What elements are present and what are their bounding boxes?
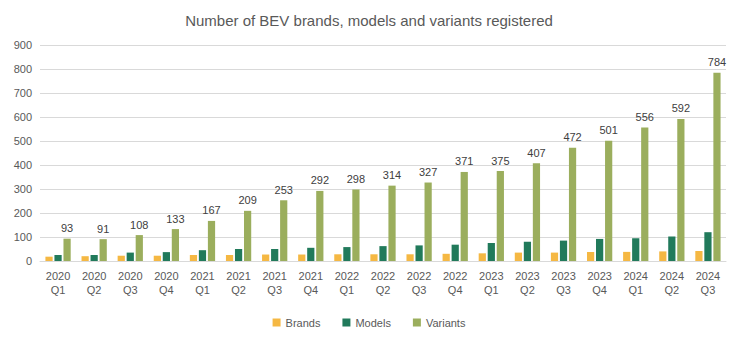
svg-text:Brands: Brands <box>286 317 321 329</box>
svg-text:Q4: Q4 <box>159 284 174 296</box>
svg-text:Q3: Q3 <box>701 284 716 296</box>
svg-text:Q4: Q4 <box>448 284 463 296</box>
svg-text:2020: 2020 <box>118 270 142 282</box>
svg-text:Q2: Q2 <box>87 284 102 296</box>
svg-text:375: 375 <box>491 155 509 167</box>
svg-text:2022: 2022 <box>335 270 359 282</box>
svg-text:2021: 2021 <box>226 270 250 282</box>
svg-text:Q2: Q2 <box>664 284 679 296</box>
svg-text:556: 556 <box>636 111 654 123</box>
svg-text:500: 500 <box>14 135 32 147</box>
svg-text:300: 300 <box>14 183 32 195</box>
svg-text:2024: 2024 <box>696 270 720 282</box>
svg-text:108: 108 <box>130 219 148 231</box>
svg-text:200: 200 <box>14 207 32 219</box>
svg-text:Q3: Q3 <box>412 284 427 296</box>
svg-text:371: 371 <box>455 155 473 167</box>
svg-text:Q3: Q3 <box>123 284 138 296</box>
svg-text:2024: 2024 <box>623 270 647 282</box>
svg-text:2023: 2023 <box>587 270 611 282</box>
svg-text:2024: 2024 <box>660 270 684 282</box>
svg-text:2021: 2021 <box>190 270 214 282</box>
svg-text:Models: Models <box>355 317 391 329</box>
svg-text:253: 253 <box>275 184 293 196</box>
svg-text:2023: 2023 <box>515 270 539 282</box>
svg-text:2020: 2020 <box>82 270 106 282</box>
svg-text:Q1: Q1 <box>51 284 66 296</box>
svg-text:91: 91 <box>97 223 109 235</box>
svg-text:2020: 2020 <box>154 270 178 282</box>
svg-text:292: 292 <box>311 174 329 186</box>
svg-text:600: 600 <box>14 111 32 123</box>
svg-text:0: 0 <box>26 255 32 267</box>
svg-text:400: 400 <box>14 159 32 171</box>
svg-text:Q1: Q1 <box>340 284 355 296</box>
svg-text:Variants: Variants <box>426 317 466 329</box>
svg-text:2022: 2022 <box>371 270 395 282</box>
svg-text:93: 93 <box>61 222 73 234</box>
svg-text:Q2: Q2 <box>520 284 535 296</box>
svg-text:Q2: Q2 <box>376 284 391 296</box>
svg-text:Q3: Q3 <box>267 284 282 296</box>
svg-text:167: 167 <box>202 204 220 216</box>
svg-text:784: 784 <box>708 56 726 68</box>
svg-text:2023: 2023 <box>479 270 503 282</box>
svg-text:Q4: Q4 <box>592 284 607 296</box>
svg-text:Q1: Q1 <box>628 284 643 296</box>
svg-text:298: 298 <box>347 173 365 185</box>
svg-text:Q2: Q2 <box>231 284 246 296</box>
svg-text:Number of BEV brands, models a: Number of BEV brands, models and variant… <box>185 12 553 29</box>
svg-text:592: 592 <box>672 102 690 114</box>
svg-text:100: 100 <box>14 231 32 243</box>
svg-text:2021: 2021 <box>299 270 323 282</box>
svg-text:327: 327 <box>419 166 437 178</box>
svg-text:2022: 2022 <box>407 270 431 282</box>
svg-text:900: 900 <box>14 39 32 51</box>
svg-text:2021: 2021 <box>262 270 286 282</box>
svg-text:Q3: Q3 <box>556 284 571 296</box>
svg-text:Q1: Q1 <box>195 284 210 296</box>
svg-text:2022: 2022 <box>443 270 467 282</box>
svg-text:472: 472 <box>563 131 581 143</box>
svg-text:314: 314 <box>383 169 401 181</box>
svg-text:133: 133 <box>166 213 184 225</box>
svg-text:800: 800 <box>14 63 32 75</box>
svg-text:407: 407 <box>527 147 545 159</box>
svg-text:2020: 2020 <box>46 270 70 282</box>
svg-text:Q1: Q1 <box>484 284 499 296</box>
svg-text:2023: 2023 <box>551 270 575 282</box>
svg-text:700: 700 <box>14 87 32 99</box>
svg-text:Q4: Q4 <box>303 284 318 296</box>
svg-text:501: 501 <box>599 124 617 136</box>
svg-text:209: 209 <box>238 194 256 206</box>
